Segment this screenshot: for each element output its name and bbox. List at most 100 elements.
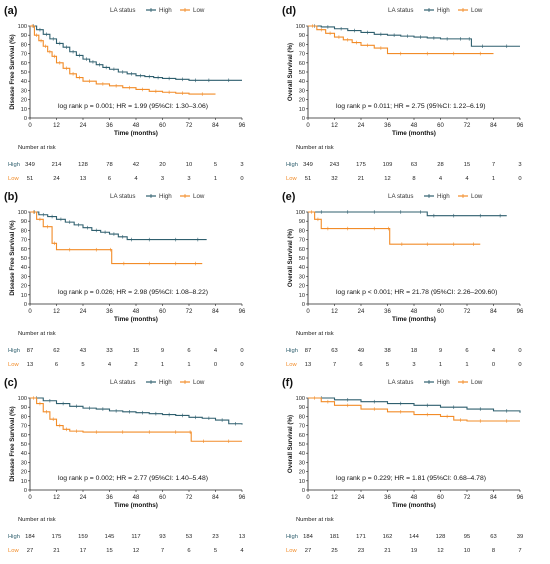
risk-value: 6 [55,362,58,368]
log-rank-annotation: log rank p = 0.001; HR = 1.99 (95%CI: 1.… [58,103,208,110]
y-tick-label: 50 [21,256,27,262]
x-tick-label: 96 [239,309,246,315]
y-tick-label: 80 [21,228,27,234]
y-tick-label: 0 [302,116,305,122]
log-rank-annotation: log rank p = 0.011; HR = 2.75 (95%CI: 1.… [336,103,486,110]
risk-value: 7 [518,548,521,554]
y-axis-label: Overall Survival (%) [287,43,294,101]
y-tick-label: 100 [18,210,27,216]
y-tick-label: 30 [21,274,27,280]
y-tick-label: 100 [18,396,27,402]
risk-value: 93 [159,534,165,540]
x-tick-label: 84 [212,495,219,501]
y-tick-label: 20 [299,470,305,476]
risk-value: 0 [518,362,521,368]
legend-title: LA status [388,193,413,200]
panel-label: (c) [4,377,18,389]
risk-value: 3 [240,162,243,168]
y-tick-label: 80 [21,42,27,48]
y-tick-label: 0 [24,302,27,308]
risk-value: 21 [53,548,59,554]
y-tick-label: 0 [24,488,27,494]
panel-label: (e) [282,191,296,203]
x-tick-label: 84 [490,495,497,501]
survival-curve-high [30,397,243,425]
y-tick-label: 90 [299,219,305,225]
risk-value: 87 [27,348,33,354]
survival-curve-low [30,211,203,265]
risk-value: 175 [356,162,366,168]
y-tick-label: 60 [21,433,27,439]
x-tick-label: 12 [331,495,338,501]
risk-value: 25 [331,548,337,554]
risk-row-label-low: Low [286,548,297,554]
x-tick-label: 60 [159,309,166,315]
legend-entry: High [437,193,450,200]
risk-value: 109 [383,162,393,168]
x-tick-label: 48 [133,309,140,315]
risk-value: 10 [464,548,470,554]
risk-row-label-low: Low [286,362,297,368]
risk-value: 1 [439,362,442,368]
y-tick-label: 50 [299,256,305,262]
risk-value: 23 [358,548,364,554]
x-tick-label: 96 [517,123,524,129]
risk-value: 0 [518,176,521,182]
risk-value: 1 [214,176,217,182]
risk-value: 1 [465,362,468,368]
risk-value: 13 [239,534,245,540]
risk-value: 4 [240,548,244,554]
x-tick-label: 36 [106,123,113,129]
risk-table-title: Number at risk [18,331,56,337]
y-tick-label: 50 [21,442,27,448]
y-tick-label: 90 [21,33,27,39]
y-tick-label: 20 [21,98,27,104]
x-axis-label: Time (months) [114,316,158,323]
y-tick-label: 40 [299,79,305,85]
x-tick-label: 36 [384,309,391,315]
risk-value: 10 [186,162,192,168]
risk-row-label-low: Low [8,548,19,554]
y-tick-label: 40 [299,265,305,271]
risk-value: 184 [25,534,35,540]
x-tick-label: 96 [517,309,524,315]
risk-value: 6 [465,348,468,354]
risk-value: 38 [384,348,390,354]
x-tick-label: 96 [517,495,524,501]
y-axis-label: Overall Survival (%) [287,415,294,473]
y-tick-label: 10 [299,293,305,299]
x-tick-label: 60 [437,123,444,129]
risk-value: 181 [330,534,340,540]
x-tick-label: 96 [239,123,246,129]
y-tick-label: 70 [299,238,305,244]
legend-entry: Low [471,7,483,14]
risk-value: 6 [108,176,111,182]
survival-curve-low [308,397,520,422]
legend-entry: Low [193,7,205,14]
x-tick-label: 24 [80,309,87,315]
risk-value: 0 [214,362,217,368]
risk-value: 3 [518,162,521,168]
risk-row-label-high: High [286,348,298,354]
y-tick-label: 20 [21,470,27,476]
x-tick-label: 12 [331,309,338,315]
risk-value: 349 [303,162,313,168]
risk-value: 171 [356,534,366,540]
legend-entry: High [159,379,172,386]
y-tick-label: 10 [299,107,305,113]
y-tick-label: 70 [21,52,27,58]
log-rank-annotation: log rank p = 0.026; HR = 2.98 (95%CI: 1.… [58,289,208,296]
risk-row-label-high: High [8,348,20,354]
legend-entry: High [437,379,450,386]
risk-value: 12 [133,548,139,554]
risk-value: 63 [490,534,496,540]
risk-value: 0 [518,348,521,354]
x-tick-label: 72 [186,495,193,501]
risk-value: 39 [517,534,523,540]
risk-value: 9 [161,348,164,354]
risk-value: 12 [437,548,443,554]
x-tick-label: 12 [53,123,60,129]
legend-title: LA status [110,379,135,386]
risk-value: 128 [78,162,88,168]
y-axis-label: Overall Survival (%) [287,229,294,287]
